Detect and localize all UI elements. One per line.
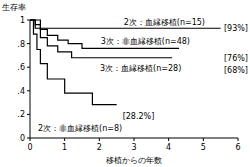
x-tick-label: 0 [27,143,32,152]
y-tick-label: .4 [17,87,25,96]
y-tick [27,67,30,68]
chart: 0 .2 .4 .6 .8 1 0 1 2 3 4 5 6 生存率移植からの年数 2次：血縁移植(n=15)… [0,0,250,167]
y-tick [27,43,30,44]
y-tick [27,20,30,21]
x-tick-label: 5 [201,143,206,152]
x-axis-label: 移植からの年数 [106,156,162,165]
end-label: [28.2%] [123,112,155,121]
survival-curve [30,20,117,105]
x-tick-label: 6 [235,143,240,152]
x-tick [238,138,239,141]
y-tick-label: .6 [17,63,25,72]
end-label: [93%] [224,24,248,33]
y-tick [27,114,30,115]
series-label: 2次：非血縁移植(n=8) [38,124,122,133]
x-tick-label: 4 [166,143,171,152]
x-tick-label: 2 [97,143,102,152]
y-tick-label: 0 [20,134,25,143]
y-tick [27,90,30,91]
x-tick [203,138,204,141]
plot-area [30,20,221,105]
x-tick [30,138,31,141]
y-axis [30,20,31,138]
y-tick-label: .8 [17,40,25,49]
end-label: [68%] [224,66,248,75]
series-label: 3次：血縁移植(n=28) [100,64,181,73]
x-tick [134,138,135,141]
series-label: 3次：非血縁移植(n=48) [101,37,190,46]
series-label: 2次：血縁移植(n=15) [124,18,205,27]
end-label: [76%] [224,54,248,63]
x-tick [64,138,65,141]
x-tick [168,138,169,141]
x-tick-label: 1 [62,143,67,152]
y-tick-label: 1 [20,16,25,25]
x-tick-label: 3 [131,143,136,152]
x-tick [99,138,100,141]
y-axis-label: 生存率 [2,3,26,12]
y-tick-label: .2 [17,110,25,119]
